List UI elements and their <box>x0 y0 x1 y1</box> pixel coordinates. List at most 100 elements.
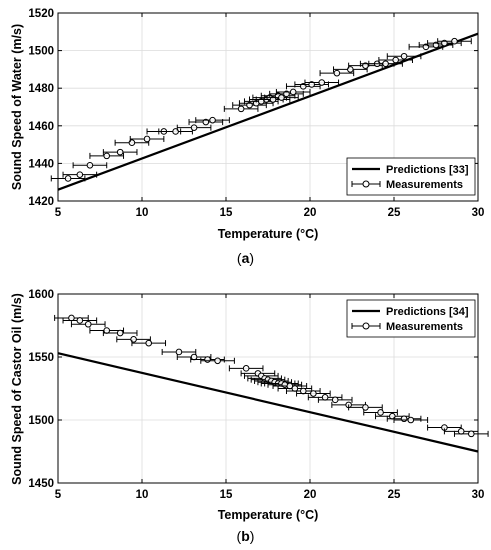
legend-label-measurements: Measurements <box>386 179 463 191</box>
legend: Predictions [34] Measurements <box>346 299 476 338</box>
y-tick-label: 1600 <box>28 289 54 301</box>
y-tick-label: 1450 <box>28 478 54 490</box>
caption-a-close: ) <box>249 250 254 266</box>
measurement-point <box>368 60 403 68</box>
x-tick-label: 30 <box>472 489 485 501</box>
measurement-marker <box>86 161 94 169</box>
measurement-point <box>437 37 472 45</box>
measurement-marker <box>175 348 183 356</box>
measurement-point <box>228 365 264 372</box>
measurement-marker <box>299 387 307 395</box>
y-tick-label: 1440 <box>28 158 54 170</box>
measurement-point <box>62 171 98 178</box>
measurement-marker <box>291 385 299 392</box>
measurement-marker <box>289 88 297 96</box>
measurement-marker <box>382 60 389 68</box>
measurement-point <box>277 385 313 392</box>
measurement-marker <box>76 171 84 178</box>
x-tick-label: 25 <box>388 489 401 501</box>
measurement-marker <box>214 357 221 365</box>
legend-box <box>346 157 476 196</box>
caption-b-open: ( <box>237 528 242 544</box>
legend-box <box>346 299 476 338</box>
caption-b-label: b <box>241 528 250 544</box>
measurement-point <box>200 357 235 365</box>
measurement-marker <box>237 105 245 113</box>
measurement-point <box>304 79 340 86</box>
measurement-marker <box>310 390 317 397</box>
measurement-point <box>54 314 89 322</box>
measurement-point <box>72 161 108 169</box>
measurement-point <box>62 317 98 324</box>
measurement-marker <box>103 152 111 160</box>
measurement-marker <box>76 317 84 324</box>
caption-b-close: ) <box>250 528 255 544</box>
measurement-point <box>176 124 212 131</box>
legend-marker-swatch <box>362 180 370 188</box>
measurement-marker <box>400 52 408 60</box>
measurement-point <box>102 329 138 337</box>
x-tick-label: 10 <box>136 489 149 501</box>
measurement-point <box>264 94 299 101</box>
measurement-point <box>176 353 212 361</box>
measurement-point <box>89 152 125 160</box>
prediction-line <box>57 352 479 453</box>
measurement-marker <box>190 124 198 131</box>
measurement-point <box>158 128 193 135</box>
measurement-marker <box>392 56 399 64</box>
measurement-point <box>386 52 422 60</box>
measurement-point <box>223 105 259 113</box>
measurement-marker <box>407 416 415 424</box>
measurement-marker <box>467 430 475 438</box>
measurement-point <box>317 396 353 404</box>
measurement-point <box>50 175 86 182</box>
x-tick-label: 20 <box>304 207 317 219</box>
measurement-marker <box>451 37 458 45</box>
measurement-marker <box>209 116 216 124</box>
x-tick-label: 10 <box>136 207 149 219</box>
measurement-marker <box>318 79 326 86</box>
x-tick-label: 15 <box>220 489 233 501</box>
measurement-marker <box>204 356 211 363</box>
measurement-marker <box>362 404 369 411</box>
y-tick-label: 1420 <box>28 196 54 208</box>
measurement-point <box>195 116 230 124</box>
legend-label-predictions: Predictions [33] <box>386 164 469 176</box>
measurement-marker <box>377 409 384 416</box>
measurement-marker <box>400 415 408 423</box>
chart-panel-b: 5 10 15 20 25 30 1450 1500 1550 1600 Temperature … <box>10 289 489 522</box>
y-tick-label: 1500 <box>28 46 54 58</box>
caption-a: (a) <box>237 250 254 266</box>
x-tick-label: 20 <box>304 489 317 501</box>
measurement-point <box>70 320 106 328</box>
measurement-marker <box>84 320 92 328</box>
measurement-marker <box>190 353 198 361</box>
measurement-marker <box>116 329 124 337</box>
measurement-point <box>89 327 125 334</box>
measurement-point <box>275 88 311 96</box>
measurement-marker <box>333 69 341 77</box>
legend-marker-swatch <box>362 322 370 330</box>
x-tick-label: 5 <box>55 489 62 501</box>
measurement-marker <box>103 327 111 334</box>
measurement-point <box>363 409 398 416</box>
measurement-point <box>378 56 413 64</box>
y-axis-label: Sound Speed of Water (m/s) <box>10 24 24 190</box>
measurement-point <box>348 404 383 411</box>
y-tick-label: 1550 <box>28 352 54 364</box>
measurement-marker <box>68 314 75 322</box>
caption-a-open: ( <box>237 250 242 266</box>
measurement-point <box>129 135 165 143</box>
y-tick-label: 1460 <box>28 121 54 133</box>
caption-b: (b) <box>237 528 255 544</box>
measurement-point <box>102 148 138 156</box>
measurement-marker <box>457 428 465 435</box>
measurement-marker <box>278 94 285 101</box>
plot-frame <box>57 293 479 484</box>
measurement-point <box>319 69 355 77</box>
x-tick-label: 30 <box>472 207 485 219</box>
measurement-marker <box>64 175 72 182</box>
legend-label-predictions: Predictions [34] <box>386 306 469 318</box>
